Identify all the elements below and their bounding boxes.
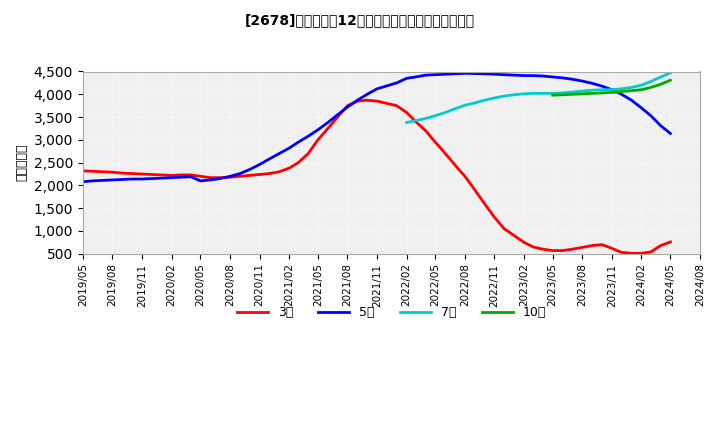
Legend: 3年, 5年, 7年, 10年: 3年, 5年, 7年, 10年 [232,301,552,324]
Text: [2678]　経常利益12か月移動合計の標準偏差の推移: [2678] 経常利益12か月移動合計の標準偏差の推移 [245,13,475,27]
Y-axis label: （百万円）: （百万円） [15,144,28,181]
